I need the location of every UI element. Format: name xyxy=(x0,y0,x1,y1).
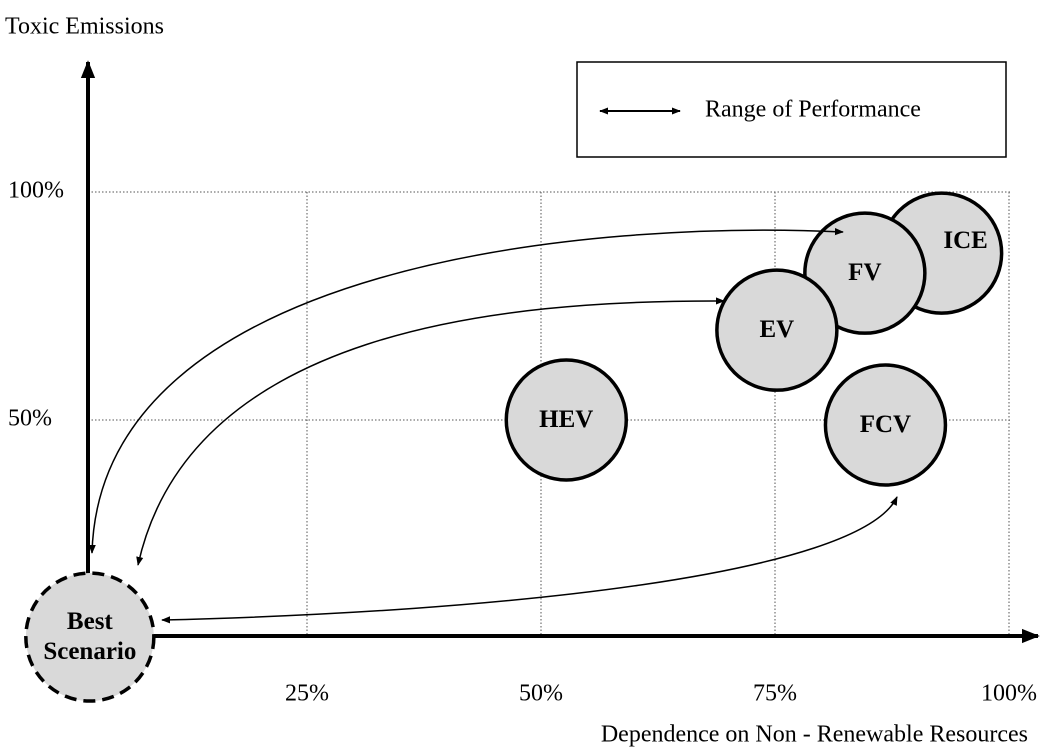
bubble-label: FV xyxy=(848,259,882,287)
legend-label: Range of Performance xyxy=(705,97,921,123)
bubble-label: FCV xyxy=(859,411,912,439)
range-arrow xyxy=(161,496,898,624)
range-arrow xyxy=(88,228,844,554)
bubble-label: EV xyxy=(759,316,795,344)
x-tick-label: 75% xyxy=(753,681,797,707)
x-tick-label: 25% xyxy=(285,681,329,707)
x-tick-label: 100% xyxy=(981,681,1037,707)
range-arrow xyxy=(136,297,725,566)
y-tick-label: 50% xyxy=(8,406,52,432)
bubble-label: Best Scenario xyxy=(43,608,137,666)
bubble-label: HEV xyxy=(539,406,594,433)
x-axis-title: Dependence on Non - Renewable Resources xyxy=(601,722,1028,748)
x-tick-label: 50% xyxy=(519,681,563,707)
y-axis-title: Toxic Emissions xyxy=(5,14,164,40)
bubble xyxy=(24,571,156,703)
y-tick-label: 100% xyxy=(8,178,64,204)
bubble-label: ICE xyxy=(943,227,988,255)
